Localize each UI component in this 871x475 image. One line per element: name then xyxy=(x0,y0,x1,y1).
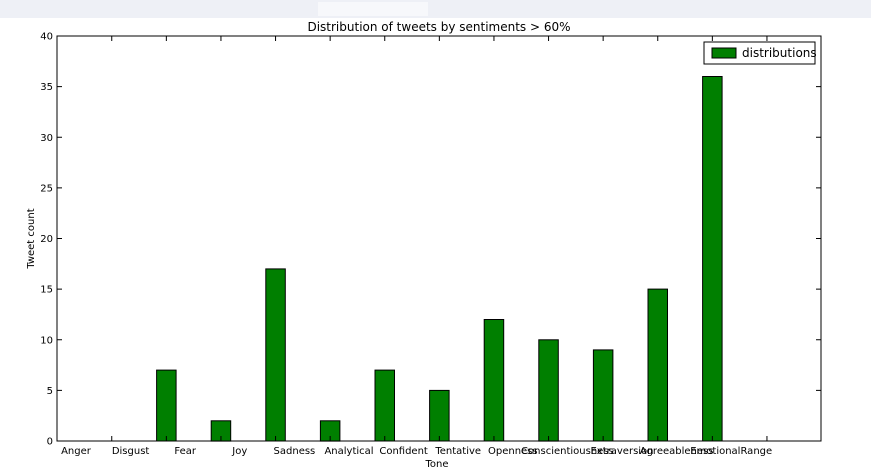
top-toolbar-strip xyxy=(0,0,871,18)
y-axis: 0 5 10 15 20 25 30 35 40 xyxy=(40,32,821,448)
x-axis: Anger Disgust Fear Joy Sadness Analytical Conf… xyxy=(61,36,772,457)
x-tick-label-fear: Fear xyxy=(174,446,196,457)
bar-analytical xyxy=(374,369,395,442)
x-tick-label-sadness: Sadness xyxy=(274,446,316,457)
x-tick-label-agreeableness: Agreeableness xyxy=(640,446,714,457)
y-tick-label: 40 xyxy=(40,32,53,43)
x-tick-label-joy: Joy xyxy=(231,446,247,457)
y-tick-label: 10 xyxy=(40,335,53,346)
y-axis-title: Tweet count xyxy=(26,208,37,269)
x-tick-label-emotionalrange: EmotionalRange xyxy=(690,446,772,457)
y-tick-label: 15 xyxy=(40,285,53,296)
bar-joy xyxy=(265,268,286,442)
legend-swatch xyxy=(711,47,737,59)
bar-tentative xyxy=(483,319,505,442)
y-tick-label: 30 xyxy=(40,133,53,144)
y-tick-label: 0 xyxy=(47,437,53,448)
x-tick-label-analytical: Analytical xyxy=(324,446,373,457)
y-tick-label: 35 xyxy=(40,82,53,93)
bar-conscientiousness xyxy=(592,349,614,442)
x-tick-label-disgust: Disgust xyxy=(112,446,150,457)
y-tick-label: 20 xyxy=(40,234,53,245)
y-tick-label: 25 xyxy=(40,183,53,194)
x-tick-label-extraversion: Extraversion xyxy=(590,446,653,457)
x-tick-label-tentative: Tentative xyxy=(434,446,481,457)
x-axis-title: Tone xyxy=(424,459,448,470)
bar-openness xyxy=(538,339,559,442)
x-tick-label-openness: Openness xyxy=(488,446,538,457)
legend: distributions xyxy=(703,41,817,65)
x-tick-label-confident: Confident xyxy=(379,446,428,457)
y-tick-label: 5 xyxy=(47,386,53,397)
bar-disgust xyxy=(156,369,177,442)
chart-title: Distribution of tweets by sentiments > 6… xyxy=(307,20,570,34)
legend-label: distributions xyxy=(742,46,817,60)
x-tick-label-anger: Anger xyxy=(61,446,92,457)
toolbar-tab xyxy=(318,2,428,16)
bar-confident xyxy=(429,389,450,442)
bar-extraversion xyxy=(647,288,668,442)
bar-agreeableness xyxy=(702,76,723,442)
plot-area xyxy=(56,35,822,442)
x-tick-label-conscientiousness: Conscientiousness xyxy=(521,446,614,457)
